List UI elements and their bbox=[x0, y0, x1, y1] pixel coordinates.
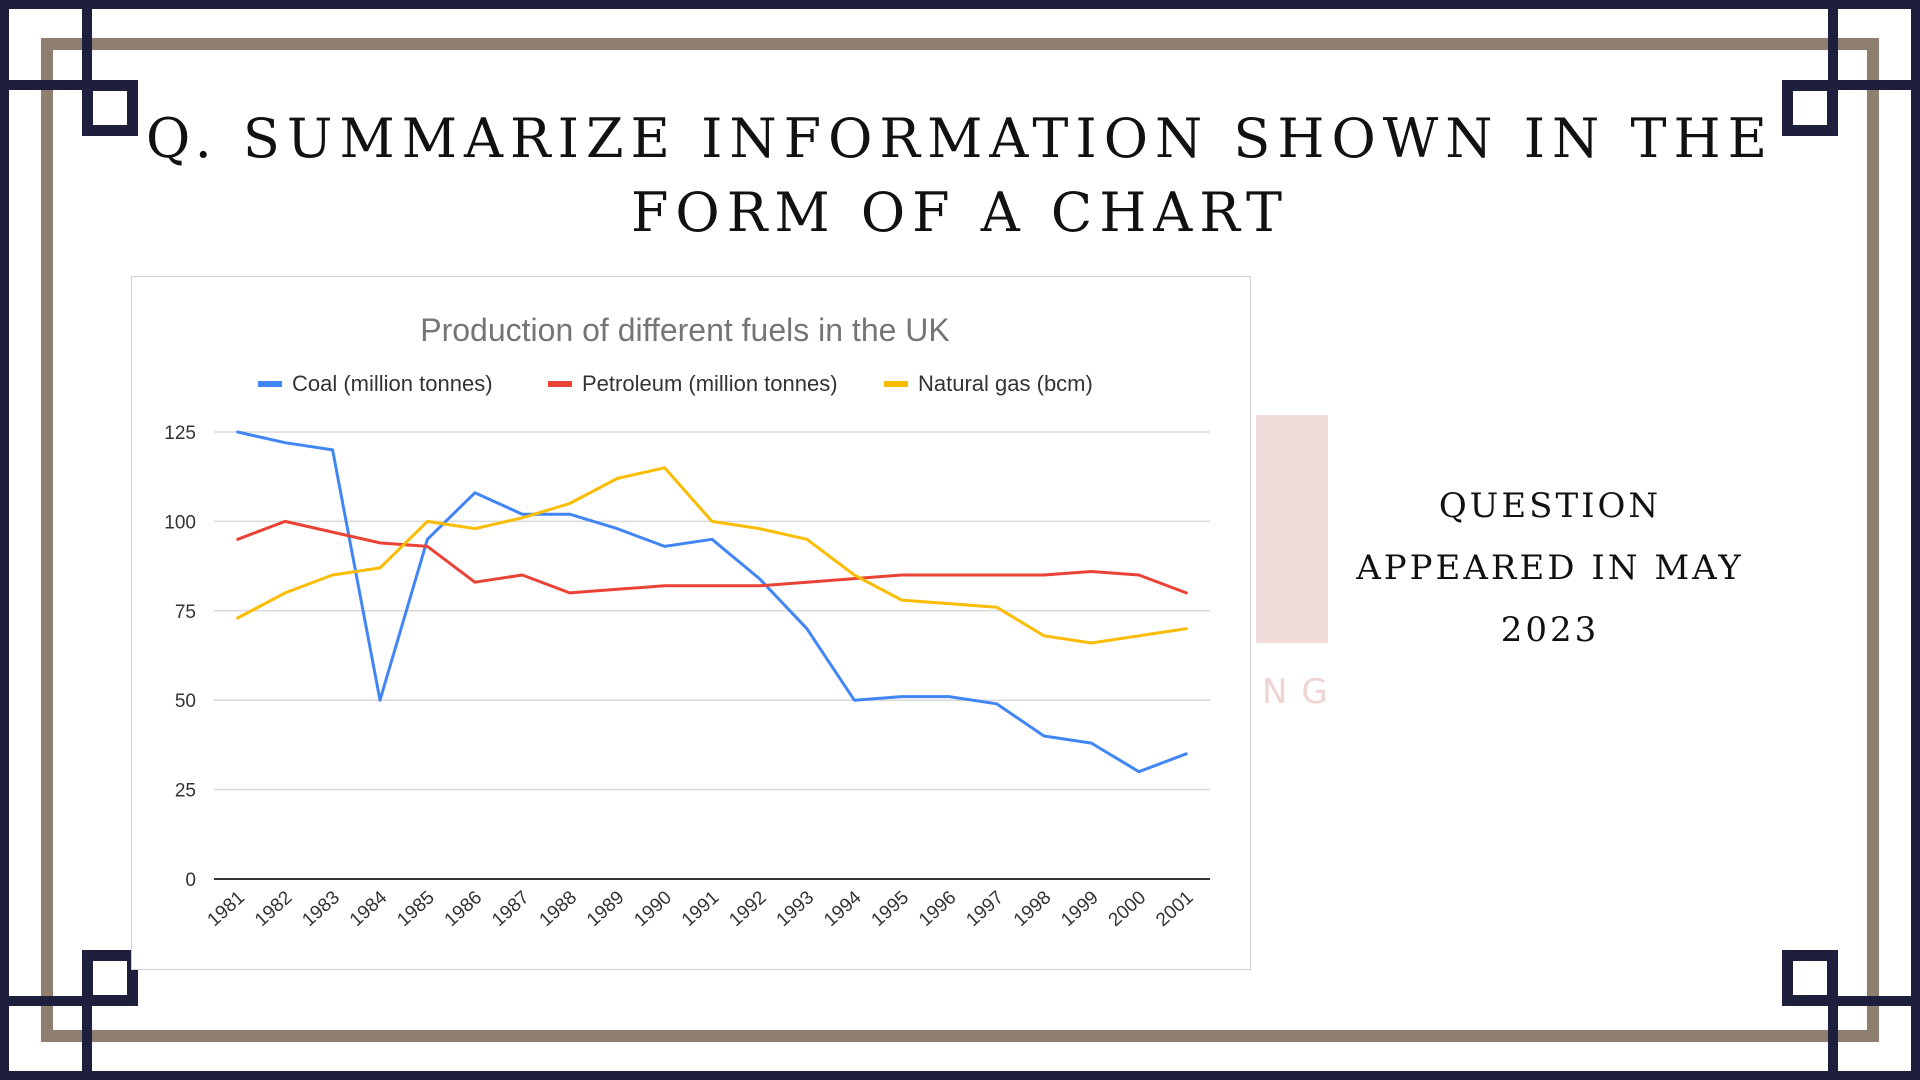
x-tick-label: 2001 bbox=[1152, 887, 1197, 931]
chart-grid bbox=[214, 431, 1210, 880]
x-tick-label: 1999 bbox=[1057, 887, 1102, 931]
x-tick-label: 1993 bbox=[773, 887, 818, 931]
chart-panel: Production of different fuels in the UK … bbox=[131, 276, 1251, 970]
x-tick-label: 1995 bbox=[868, 887, 913, 931]
inner-frame bbox=[41, 38, 1879, 1042]
y-tick-label: 125 bbox=[164, 423, 196, 444]
chart-legend: Coal (million tonnes) Petroleum (million … bbox=[258, 371, 1093, 396]
corner-line-tl-h bbox=[0, 80, 126, 90]
slide-title: Q. Summarize Information Shown in the Fo… bbox=[146, 107, 1774, 244]
series-line-1 bbox=[236, 430, 1188, 774]
x-tick-label: 1997 bbox=[962, 887, 1007, 931]
corner-line-tr-v bbox=[1828, 0, 1838, 126]
corner-ornament-tr bbox=[1782, 80, 1838, 136]
x-tick-label: 1998 bbox=[1010, 887, 1055, 931]
legend-label-1: Coal (million tonnes) bbox=[292, 371, 493, 396]
y-tick-label: 25 bbox=[175, 781, 196, 802]
x-tick-label: 1994 bbox=[820, 887, 866, 931]
corner-ornament-br bbox=[1782, 950, 1838, 1006]
corner-line-bl-v bbox=[82, 954, 92, 1080]
x-tick-label: 1991 bbox=[678, 887, 723, 931]
x-tick-label: 1987 bbox=[488, 887, 533, 931]
series-line-3 bbox=[236, 466, 1188, 645]
y-tick-label: 50 bbox=[175, 691, 196, 712]
corner-line-br-h bbox=[1794, 996, 1920, 1006]
corner-line-br-v bbox=[1828, 954, 1838, 1080]
series-line-2 bbox=[236, 519, 1188, 595]
x-tick-label: 1992 bbox=[725, 887, 770, 931]
x-tick-label: 1988 bbox=[536, 887, 581, 931]
corner-line-tl-v bbox=[82, 0, 92, 126]
x-tick-label: 1982 bbox=[251, 887, 296, 931]
y-axis-ticks: 0 25 50 75 100 125 bbox=[164, 423, 196, 891]
chart-title: Production of different fuels in the UK bbox=[420, 312, 950, 348]
x-tick-label: 1984 bbox=[346, 887, 392, 931]
corner-ornament-tl bbox=[82, 80, 138, 136]
legend-swatch-3 bbox=[884, 381, 908, 387]
x-tick-label: 1981 bbox=[204, 887, 249, 931]
corner-line-bl-h bbox=[0, 996, 126, 1006]
watermark-text: NG bbox=[1262, 672, 1342, 712]
chart-series bbox=[236, 430, 1188, 774]
x-tick-label: 1990 bbox=[630, 887, 675, 931]
question-date-note: Question Appeared in May 2023 bbox=[1356, 486, 1744, 650]
x-tick-label: 1985 bbox=[393, 887, 438, 931]
x-tick-label: 1983 bbox=[298, 887, 343, 931]
legend-swatch-2 bbox=[548, 381, 572, 387]
watermark-logo bbox=[1256, 415, 1328, 643]
legend-label-2: Petroleum (million tonnes) bbox=[582, 371, 838, 396]
y-tick-label: 75 bbox=[175, 602, 196, 623]
corner-line-tr-h bbox=[1794, 80, 1920, 90]
x-tick-label: 1996 bbox=[915, 887, 960, 931]
legend-swatch-1 bbox=[258, 381, 282, 387]
legend-label-3: Natural gas (bcm) bbox=[918, 371, 1093, 396]
x-axis-ticks: 1981 1982 1983 1984 1985 1986 1987 1988 1989 1990… bbox=[204, 887, 1198, 931]
x-tick-label: 1989 bbox=[583, 887, 628, 931]
line-chart: Production of different fuels in the UK … bbox=[164, 312, 1210, 931]
x-tick-label: 1986 bbox=[441, 887, 486, 931]
corner-ornament-bl bbox=[82, 950, 138, 1006]
y-tick-label: 0 bbox=[185, 870, 196, 891]
x-tick-label: 2000 bbox=[1105, 887, 1150, 931]
y-tick-label: 100 bbox=[164, 512, 196, 533]
